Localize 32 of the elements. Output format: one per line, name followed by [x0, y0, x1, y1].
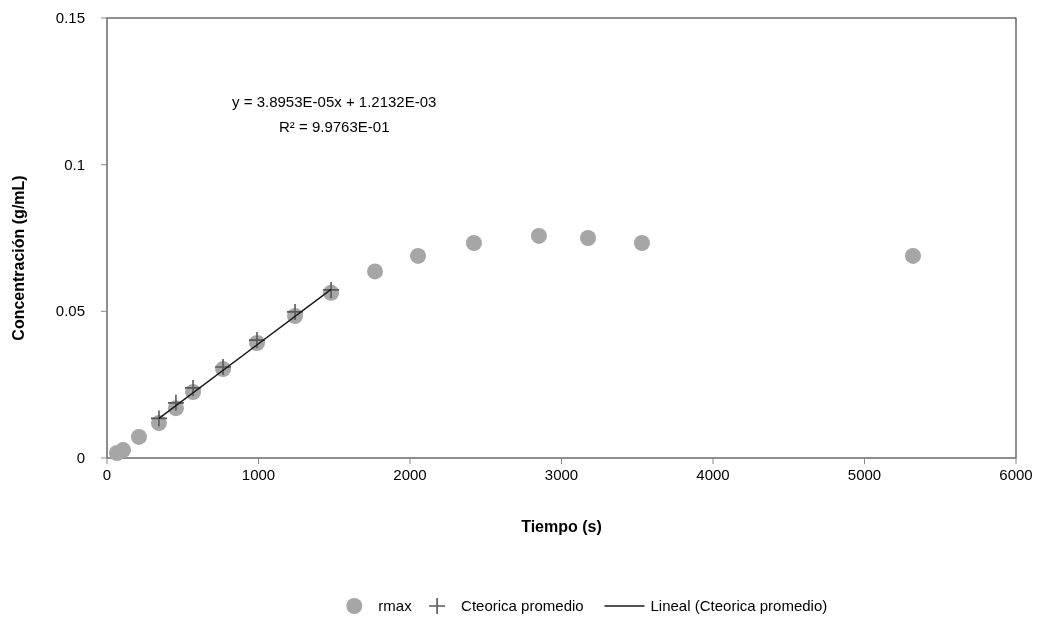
- x-tick-label: 1000: [241, 466, 276, 483]
- point: [150, 409, 168, 428]
- annotation: R² = 9.9763E-01: [279, 118, 390, 135]
- x-tick-label: 0: [102, 466, 112, 483]
- x-axis-title: Tiempo (s): [521, 518, 602, 535]
- point: [130, 428, 147, 445]
- point: [115, 442, 132, 459]
- legend-label: Cteorica promedio: [461, 597, 584, 614]
- point: [410, 247, 427, 264]
- annotation: y = 3.8953E-05x + 1.2132E-03: [232, 93, 437, 110]
- point: [904, 247, 921, 264]
- point: [167, 394, 185, 412]
- y-tick-label: 0: [76, 449, 85, 466]
- point: [248, 331, 266, 349]
- x-tick-label: 6000: [999, 466, 1033, 483]
- point: [184, 379, 202, 397]
- x-tick-label: 5000: [847, 466, 882, 483]
- legend-label: Lineal (Cteorica promedio): [650, 597, 828, 614]
- point: [367, 263, 383, 280]
- point: [633, 234, 650, 251]
- x-tick-label: 2000: [393, 466, 427, 483]
- point: [580, 230, 597, 246]
- y-axis-title: Concentración (g/mL): [10, 175, 27, 341]
- x-tick-label: 4000: [696, 466, 730, 483]
- y-tick-label: 0.05: [55, 302, 85, 320]
- x-tick-label: 3000: [544, 466, 579, 483]
- point: [286, 303, 304, 321]
- y-tick-label: 0.15: [55, 9, 85, 26]
- point: [465, 234, 482, 251]
- legend-label: rmax: [378, 597, 413, 614]
- y-tick-label: 0.1: [64, 155, 85, 173]
- point: [530, 227, 547, 244]
